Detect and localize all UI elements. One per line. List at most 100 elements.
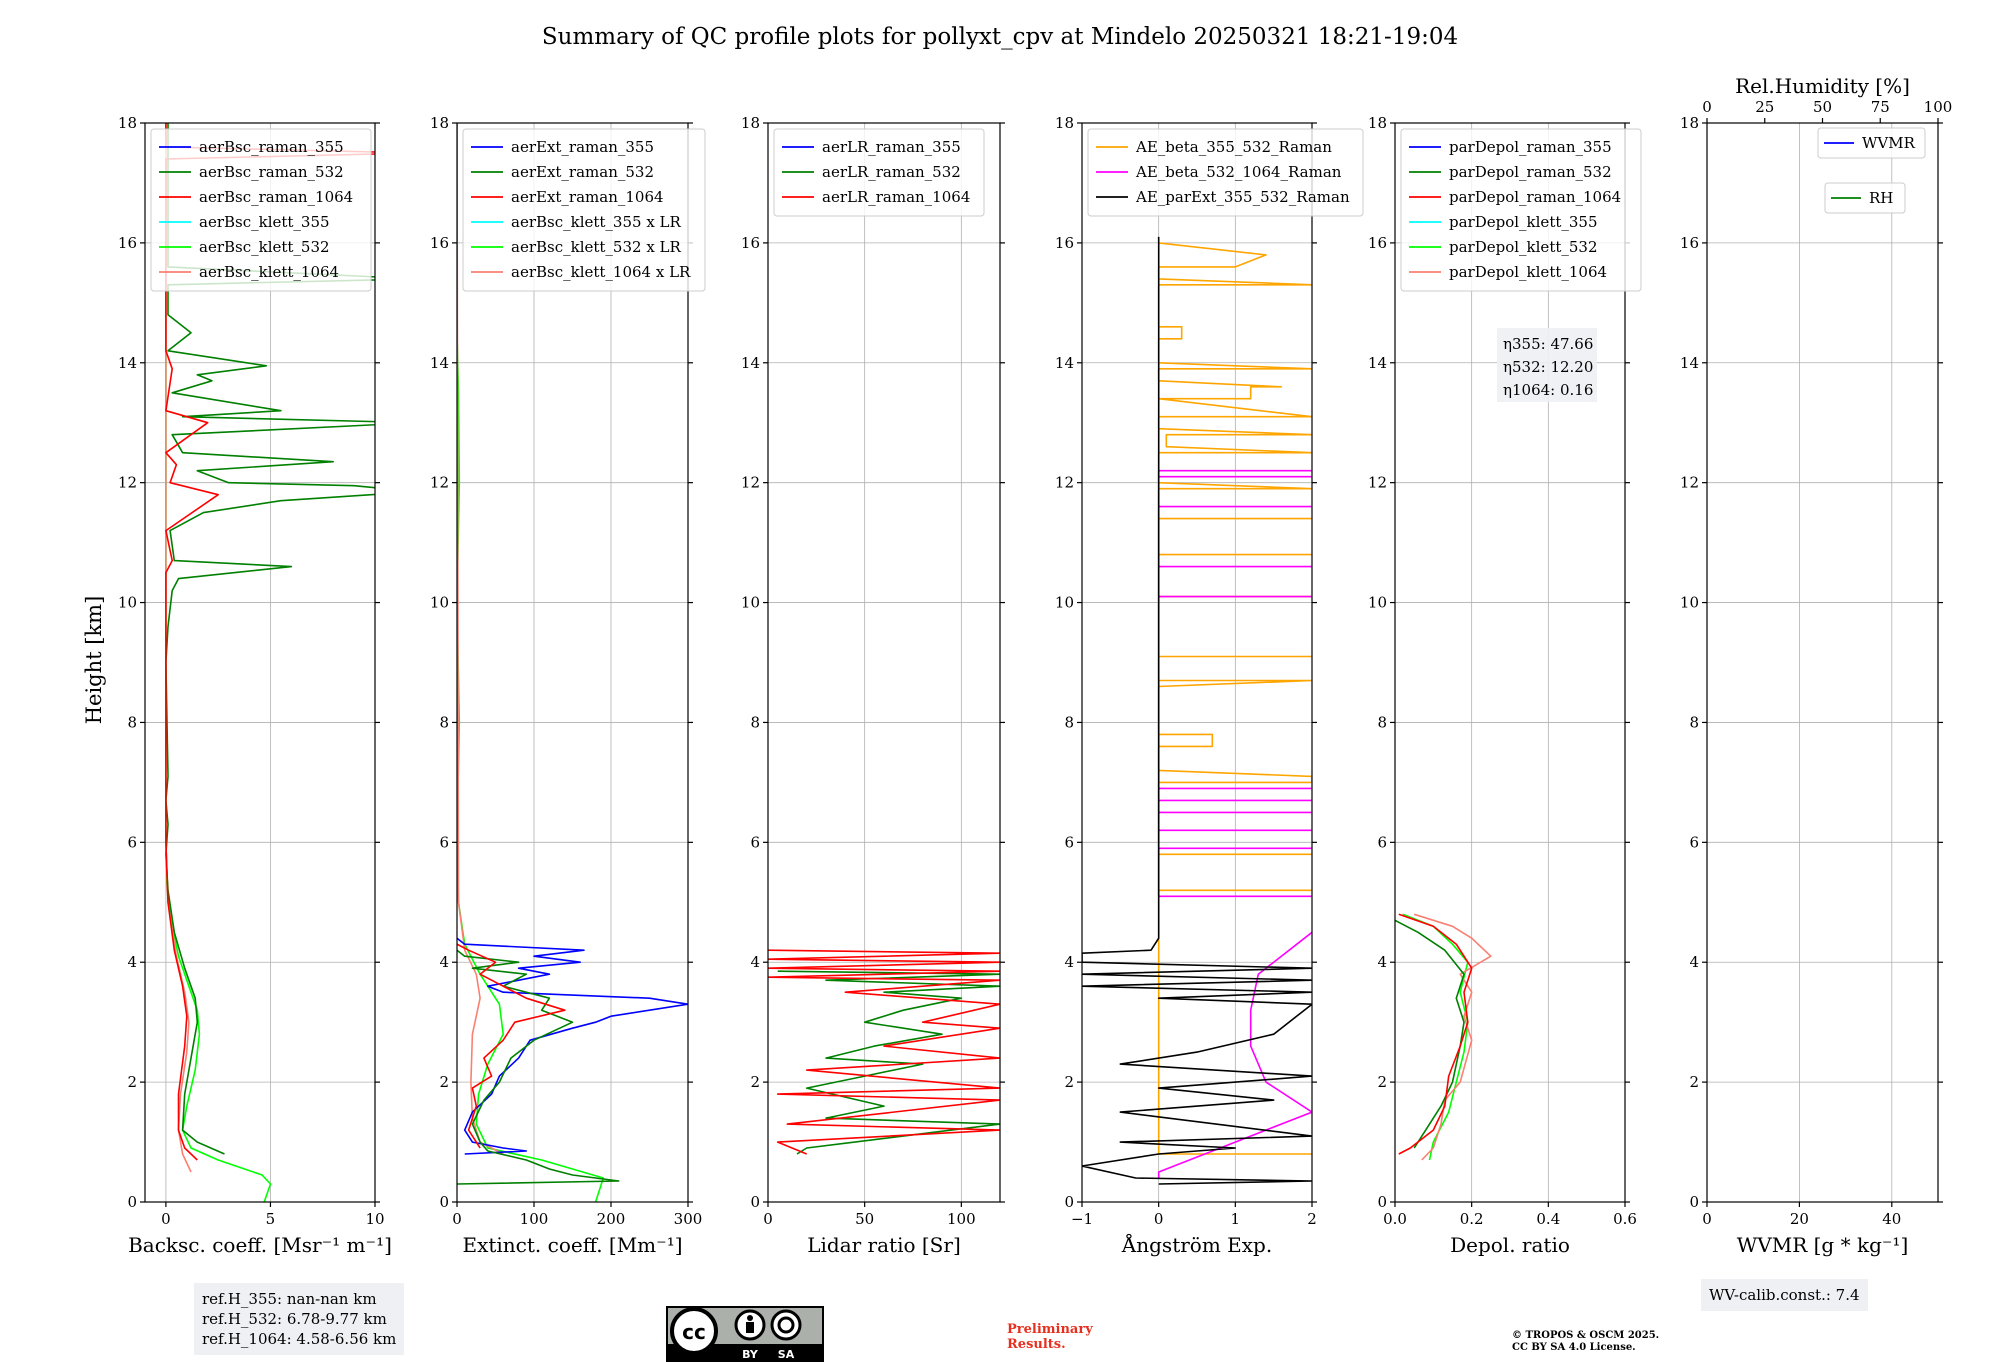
legend-frame (1087, 128, 1364, 217)
x-tick-label: 200 (597, 1210, 626, 1228)
legend-label: aerBsc_klett_355 (199, 213, 330, 231)
x-tick-label: 5 (266, 1210, 276, 1228)
preliminary-line-2: Results. (1007, 1337, 1066, 1352)
copyright-label: © TROPOS & OSCM 2025. CC BY SA 4.0 Licen… (1512, 1330, 1659, 1354)
legend-RH: RH (1824, 182, 1906, 214)
series-aerExt_raman_1064 (457, 943, 566, 1149)
x-tick-label: 20 (1790, 1210, 1809, 1228)
y-tick-label: 8 (127, 713, 137, 731)
legend: AE_beta_355_532_Raman AE_beta_532_1064_Ra… (1087, 128, 1364, 217)
y-tick-label: 2 (1377, 1073, 1387, 1091)
legend-label: parDepol_klett_1064 (1449, 263, 1607, 281)
legend-frame (773, 128, 985, 217)
y-tick-label: 8 (1064, 713, 1074, 731)
legend-label: aerLR_raman_532 (822, 163, 961, 181)
y-tick-label: 10 (1680, 594, 1699, 612)
y-tick-label: 16 (118, 234, 137, 252)
y-tick-label: 10 (1368, 594, 1387, 612)
legend-label: parDepol_klett_532 (1449, 238, 1598, 256)
x-tick-label: 0 (161, 1210, 171, 1228)
secondary-x-tick-label: 75 (1871, 98, 1890, 116)
y-tick-label: 8 (439, 713, 449, 731)
legend-label: aerBsc_klett_1064 (199, 263, 339, 281)
x-tick-label: 0 (1154, 1210, 1164, 1228)
secondary-x-tick-label: 25 (1755, 98, 1774, 116)
cc-logo-text: cc (682, 1320, 706, 1344)
y-tick-label: 16 (1055, 234, 1074, 252)
legend-label: AE_beta_355_532_Raman (1135, 138, 1332, 156)
legend: aerLR_raman_355 aerLR_raman_532 aerLR_rama… (773, 128, 985, 217)
y-tick-label: 4 (1689, 953, 1699, 971)
series-parDepol_raman_532 (1395, 919, 1465, 1149)
x-tick-label: 0 (452, 1210, 462, 1228)
reference-height-box: ref.H_355: nan-nan km ref.H_532: 6.78-9.… (194, 1283, 405, 1355)
y-tick-label: 12 (118, 474, 137, 492)
legend-frame (1400, 128, 1642, 292)
y-tick-label: 14 (430, 354, 449, 372)
legend-label: aerBsc_raman_1064 (199, 188, 353, 206)
legend-label: aerBsc_klett_1064 x LR (511, 263, 691, 281)
x-tick-label: 1 (1231, 1210, 1241, 1228)
panel-lr: 0 2 4 6 8 10 12 14 16 18 0 50 100 Lidar ratio [Sr] aer… (741, 114, 1005, 1257)
legend-label: aerLR_raman_1064 (822, 188, 970, 206)
x-tick-label: 2 (1307, 1210, 1317, 1228)
legend-label: RH (1869, 189, 1893, 207)
y-tick-label: 2 (1064, 1073, 1074, 1091)
x-tick-label: 0 (763, 1210, 773, 1228)
y-tick-label: 14 (118, 354, 137, 372)
x-tick-label: 0 (1702, 1210, 1712, 1228)
x-axis-label: Depol. ratio (1450, 1233, 1570, 1257)
panel-ext: 0 2 4 6 8 10 12 14 16 18 0 100 200 300 Extinct. coeff.… (430, 114, 706, 1257)
y-tick-label: 2 (127, 1073, 137, 1091)
y-tick-label: 18 (1055, 114, 1074, 132)
legend-label: aerBsc_klett_355 x LR (511, 213, 682, 231)
series-aerBsc_raman_1064 (165, 123, 375, 1161)
series-aerLR_raman_1064 (768, 949, 1000, 1155)
series-AE_beta_532_1064_Raman (1157, 931, 1312, 1178)
y-tick-label: 0 (1064, 1193, 1074, 1211)
y-tick-label: 12 (1368, 474, 1387, 492)
x-axis-label: WVMR [g * kg⁻¹] (1737, 1233, 1909, 1257)
axes-frame (1081, 122, 1313, 1203)
y-tick-label: 6 (127, 833, 137, 851)
y-tick-label: 6 (750, 833, 760, 851)
x-tick-label: 50 (855, 1210, 874, 1228)
legend: aerExt_raman_355 aerExt_raman_532 aerExt_r… (462, 128, 706, 292)
series-group (1082, 236, 1312, 1185)
series-aerExt_raman_355 (457, 937, 688, 1155)
series-aerBsc_klett_1064 x LR (457, 123, 504, 1155)
y-tick-label: 8 (750, 713, 760, 731)
y-tick-label: 12 (741, 474, 760, 492)
legend-label: aerBsc_raman_532 (199, 163, 344, 181)
copyright-line-2: CC BY SA 4.0 License. (1512, 1342, 1636, 1353)
eta-annotation: η355: 47.66 η532: 12.20 η1064: 0.16 (1497, 328, 1597, 402)
cc-by-label: BY (742, 1348, 759, 1361)
y-tick-label: 16 (1680, 234, 1699, 252)
axes-frame (767, 122, 1001, 1203)
y-tick-label: 0 (127, 1193, 137, 1211)
x-tick-label: 0.4 (1536, 1210, 1560, 1228)
attribution-icon-head (747, 1315, 753, 1321)
legend-frame (1817, 127, 1926, 159)
secondary-x-axis-label: Rel.Humidity [%] (1735, 74, 1910, 98)
x-axis-label: Extinct. coeff. [Mm⁻¹] (462, 1233, 682, 1257)
series-parDepol_klett_1064 (1413, 913, 1492, 1161)
series-group (768, 949, 1000, 1155)
y-tick-label: 2 (750, 1073, 760, 1091)
legend-frame (150, 128, 372, 292)
axes-frame (1706, 122, 1939, 1203)
series-aerBsc_raman_532 (165, 123, 375, 1155)
y-tick-label: 10 (741, 594, 760, 612)
y-tick-label: 0 (1377, 1193, 1387, 1211)
y-tick-label: 12 (430, 474, 449, 492)
y-tick-label: 2 (1689, 1073, 1699, 1091)
y-tick-label: 6 (439, 833, 449, 851)
y-tick-label: 4 (750, 953, 760, 971)
legend: aerBsc_raman_355 aerBsc_raman_532 aerBsc_r… (150, 128, 372, 292)
y-tick-label: 12 (1055, 474, 1074, 492)
legend-label: aerExt_raman_1064 (511, 188, 664, 206)
y-tick-label: 14 (1055, 354, 1074, 372)
wv-calib-box: WV-calib.const.: 7.4 (1701, 1279, 1868, 1311)
